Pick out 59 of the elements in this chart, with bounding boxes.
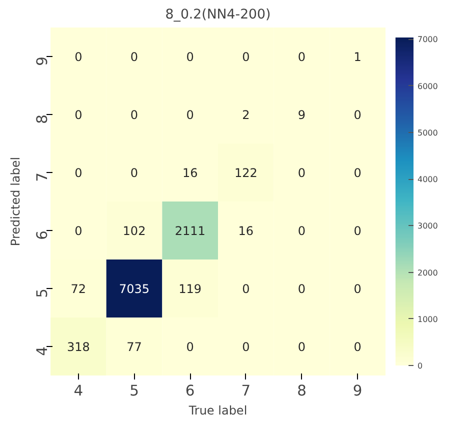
data-label: 122: [234, 166, 258, 180]
data-label: 102: [122, 224, 146, 238]
data-label: 1: [354, 50, 362, 64]
x-tick-label: 9: [352, 382, 362, 400]
data-label: 0: [74, 50, 82, 64]
data-label: 0: [74, 166, 82, 180]
data-label: 16: [238, 224, 254, 238]
data-label: 0: [186, 50, 194, 64]
data-label: 77: [126, 340, 142, 354]
y-tick-label: 8: [34, 114, 51, 124]
y-tick-label: 9: [34, 56, 51, 66]
data-label: 72: [70, 282, 86, 296]
x-tick-label: 8: [297, 382, 306, 400]
data-label: 0: [298, 282, 306, 296]
chart-title: 8_0.2(NN4-200): [165, 8, 271, 22]
y-tick-label: 4: [34, 346, 51, 356]
data-label: 0: [242, 282, 250, 296]
data-label: 0: [74, 108, 82, 122]
data-label: 0: [130, 50, 138, 64]
data-label: 16: [182, 166, 198, 180]
data-label: 318: [66, 340, 90, 354]
data-label: 0: [242, 340, 250, 354]
x-axis-title: True label: [188, 404, 248, 418]
y-tick-label: 5: [34, 288, 51, 298]
data-label: 0: [74, 224, 82, 238]
color-bar-label: 2000: [418, 268, 438, 278]
color-bar-label: 1000: [418, 314, 438, 324]
x-tick-label: 6: [185, 382, 195, 400]
data-label: 0: [354, 166, 362, 180]
data-label: 0: [354, 282, 362, 296]
data-label: 0: [130, 166, 138, 180]
color-bar-label: 5000: [418, 128, 438, 138]
color-bar-label: 3000: [418, 222, 438, 231]
y-tick-label: 6: [34, 230, 51, 240]
data-label: 0: [354, 108, 362, 122]
data-label: 0: [298, 50, 306, 64]
data-label: 0: [130, 108, 138, 122]
x-tick-label: 4: [74, 382, 84, 400]
data-label: 0: [186, 340, 194, 354]
data-label: 119: [178, 282, 202, 296]
data-label: 9: [298, 108, 306, 122]
y-axis-title: Predicted label: [8, 156, 22, 246]
data-label: 0: [298, 166, 306, 180]
data-label: 0: [242, 50, 250, 64]
color-bar-label: 7000: [418, 35, 438, 44]
data-label: 0: [298, 224, 306, 238]
data-label: 2111: [174, 224, 206, 238]
data-label: 0: [354, 224, 362, 238]
data-label: 2: [242, 108, 250, 122]
color-bar-label: 4000: [418, 175, 438, 184]
data-label: 0: [298, 340, 306, 354]
x-tick-label: 7: [241, 382, 251, 400]
y-tick-label: 7: [34, 172, 51, 182]
x-tick-label: 5: [130, 382, 139, 400]
color-bar-label: 0: [418, 362, 423, 370]
data-label: 0: [186, 108, 194, 122]
color-bar-label: 6000: [418, 82, 438, 91]
data-label: 0: [354, 340, 362, 354]
data-label: 7035: [118, 282, 150, 296]
